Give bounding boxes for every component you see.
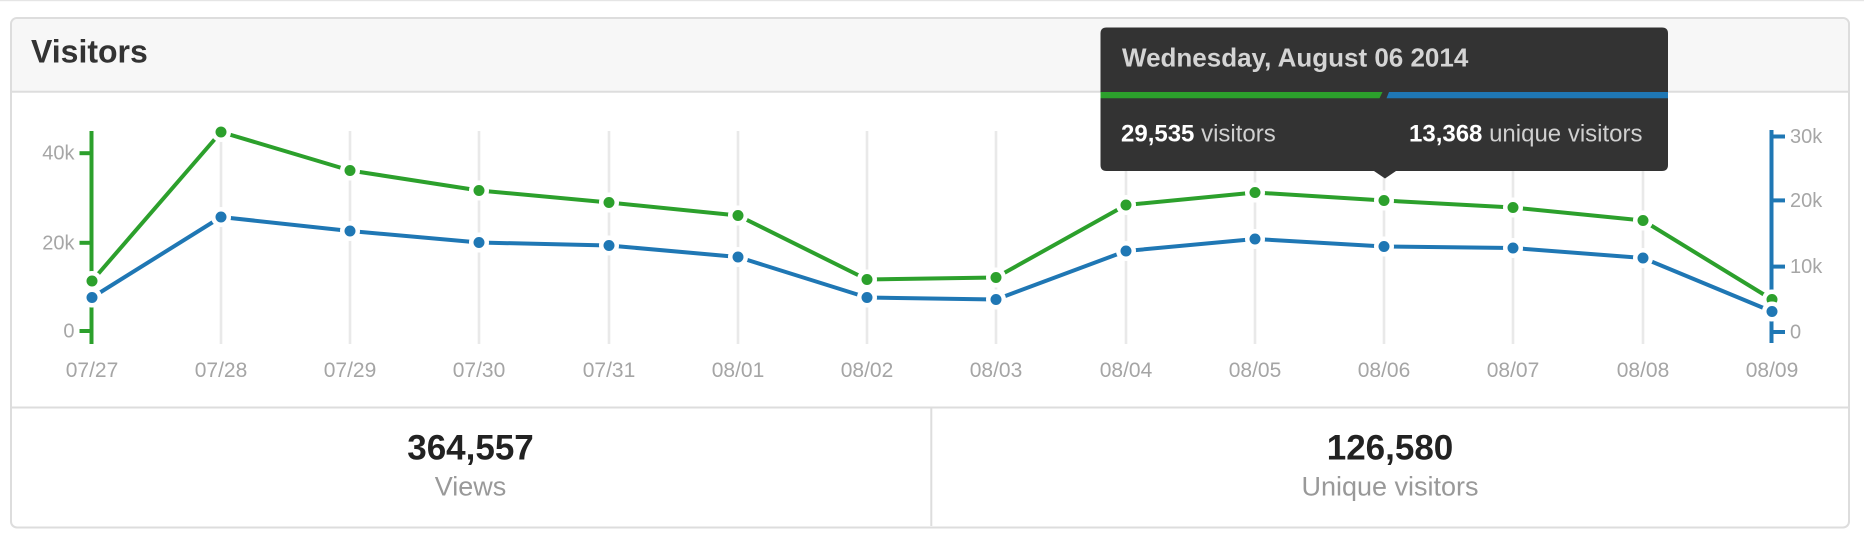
svg-text:Visitors: Visitors (31, 34, 148, 70)
svg-text:20k: 20k (42, 232, 75, 254)
svg-text:0: 0 (63, 321, 74, 343)
svg-text:08/09: 08/09 (1746, 359, 1799, 382)
svg-text:29,535 visitors: 29,535 visitors (1121, 121, 1276, 148)
svg-text:07/30: 07/30 (453, 359, 506, 382)
svg-text:Views: Views (435, 472, 507, 502)
svg-text:10k: 10k (1790, 256, 1823, 278)
svg-text:08/06: 08/06 (1358, 359, 1411, 382)
svg-text:0: 0 (1790, 322, 1801, 344)
svg-text:08/04: 08/04 (1100, 359, 1153, 382)
svg-text:20k: 20k (1790, 190, 1823, 212)
svg-text:08/01: 08/01 (712, 359, 765, 382)
svg-text:40k: 40k (42, 143, 75, 165)
svg-text:30k: 30k (1790, 126, 1823, 148)
svg-text:126,580: 126,580 (1327, 429, 1454, 468)
svg-text:07/27: 07/27 (66, 359, 119, 382)
svg-text:07/31: 07/31 (583, 359, 636, 382)
svg-text:08/02: 08/02 (841, 359, 894, 382)
svg-text:07/29: 07/29 (324, 359, 377, 382)
svg-text:08/05: 08/05 (1229, 359, 1282, 382)
svg-text:08/08: 08/08 (1617, 359, 1670, 382)
svg-text:Unique visitors: Unique visitors (1301, 472, 1478, 502)
svg-text:13,368 unique visitors: 13,368 unique visitors (1409, 121, 1642, 148)
svg-text:364,557: 364,557 (407, 429, 534, 468)
svg-text:Wednesday, August 06 2014: Wednesday, August 06 2014 (1122, 43, 1469, 73)
svg-text:07/28: 07/28 (195, 359, 248, 382)
svg-text:08/07: 08/07 (1487, 359, 1540, 382)
svg-text:08/03: 08/03 (970, 359, 1023, 382)
